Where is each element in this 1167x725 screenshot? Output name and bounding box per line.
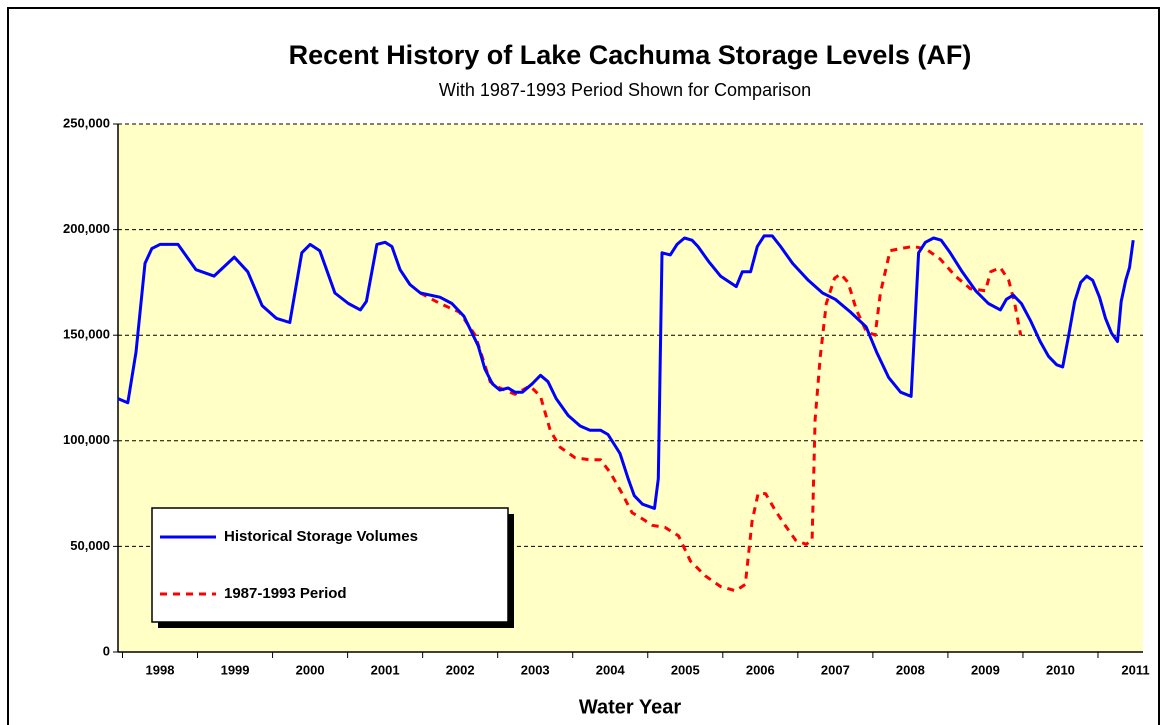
x-tick-label: 2006 [746, 662, 775, 677]
legend-box [151, 507, 509, 623]
legend-label: 1987-1993 Period [224, 585, 347, 602]
x-tick-label: 2007 [821, 662, 850, 677]
chart-title: Recent History of Lake Cachuma Storage L… [289, 40, 972, 70]
x-tick-label: 2009 [971, 662, 1000, 677]
x-tick-label: 1999 [221, 662, 250, 677]
legend: Historical Storage Volumes 1987-1993 Peri… [151, 507, 514, 628]
x-tick-label: 2004 [596, 662, 626, 677]
x-tick-label: 1998 [146, 662, 175, 677]
series-line [117, 234, 1135, 510]
chart-subtitle: With 1987-1993 Period Shown for Comparis… [439, 80, 811, 100]
x-tick-label: 2002 [446, 662, 475, 677]
y-tick-label: 100,000 [63, 432, 110, 447]
x-tick-label: 2001 [371, 662, 400, 677]
y-tick-label: 0 [103, 643, 110, 658]
x-tick-label: 2010 [1046, 662, 1075, 677]
y-tick-label: 200,000 [63, 221, 110, 236]
legend-label: Historical Storage Volumes [224, 528, 418, 545]
x-tick-label: 2008 [896, 662, 925, 677]
x-tick-label: 2011 [1121, 662, 1149, 677]
x-tick-label: 2000 [296, 662, 325, 677]
y-tick-label: 150,000 [63, 327, 110, 342]
x-tick-label: 2005 [671, 662, 700, 677]
y-tick-label: 250,000 [63, 115, 110, 130]
x-axis-title: Water Year [579, 696, 682, 718]
y-tick-label: 50,000 [70, 538, 110, 553]
x-tick-label: 2003 [521, 662, 550, 677]
